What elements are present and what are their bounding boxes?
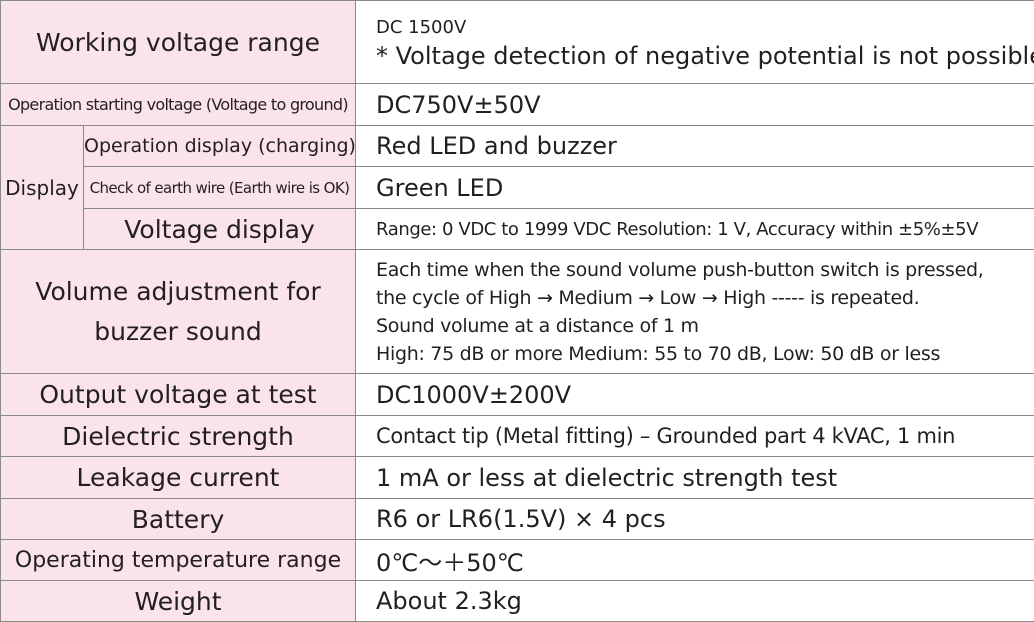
- row-label: Dielectric strength: [1, 416, 356, 457]
- value-line: High: 75 dB or more Medium: 55 to 70 dB,…: [376, 340, 1034, 368]
- row-label: Output voltage at test: [1, 374, 356, 416]
- row-value: Each time when the sound volume push-but…: [356, 250, 1034, 374]
- row-label: Leakage current: [1, 457, 356, 499]
- row-value: Contact tip (Metal fitting) – Grounded p…: [356, 416, 1034, 457]
- sub-label: Voltage display: [84, 209, 356, 250]
- row-value: 1 mA or less at dielectric strength test: [356, 457, 1034, 499]
- row-label: Working voltage range: [1, 1, 356, 84]
- value-line: Each time when the sound volume push-but…: [376, 256, 1034, 284]
- row-value: Green LED: [356, 167, 1034, 209]
- row-label: Weight: [1, 581, 356, 622]
- row-label: Battery: [1, 499, 356, 540]
- row-value: DC 1500V * Voltage detection of negative…: [356, 1, 1034, 84]
- row-value: R6 or LR6(1.5V) × 4 pcs: [356, 499, 1034, 540]
- row-label: Operating temperature range: [1, 540, 356, 581]
- label-line: Volume adjustment for: [1, 272, 355, 312]
- label-line: buzzer sound: [1, 312, 355, 352]
- row-value: Red LED and buzzer: [356, 126, 1034, 167]
- row-label: Operation starting voltage (Voltage to g…: [1, 84, 356, 126]
- row-value: 0℃～＋50℃: [356, 540, 1034, 581]
- value-line: Sound volume at a distance of 1 m: [376, 312, 1034, 340]
- row-value: Range: 0 VDC to 1999 VDC Resolution: 1 V…: [356, 209, 1034, 250]
- row-value: DC1000V±200V: [356, 374, 1034, 416]
- value-line: DC 1500V: [376, 14, 1034, 42]
- row-label: Volume adjustment for buzzer sound: [1, 250, 356, 374]
- value-line: * Voltage detection of negative potentia…: [376, 42, 1034, 70]
- row-value: DC750V±50V: [356, 84, 1034, 126]
- sub-label: Operation display (charging): [84, 126, 356, 167]
- row-value: About 2.3kg: [356, 581, 1034, 622]
- sub-label: Check of earth wire (Earth wire is OK): [84, 167, 356, 209]
- value-line: the cycle of High → Medium → Low → High …: [376, 284, 1034, 312]
- row-label: Display: [1, 126, 84, 250]
